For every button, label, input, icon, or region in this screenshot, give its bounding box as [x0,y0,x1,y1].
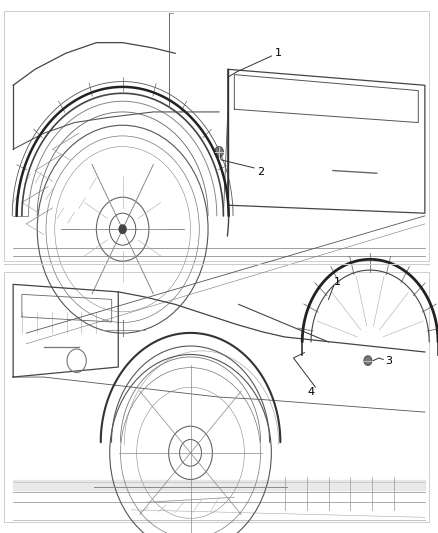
Circle shape [119,225,126,233]
Bar [4,11,429,261]
Text: 1: 1 [334,277,341,287]
Circle shape [364,356,372,366]
Text: 3: 3 [385,356,392,366]
Text: 4: 4 [307,387,314,397]
Text: 1: 1 [275,49,282,58]
Text: 2: 2 [257,167,264,176]
Circle shape [215,147,223,157]
Bar [4,272,429,522]
